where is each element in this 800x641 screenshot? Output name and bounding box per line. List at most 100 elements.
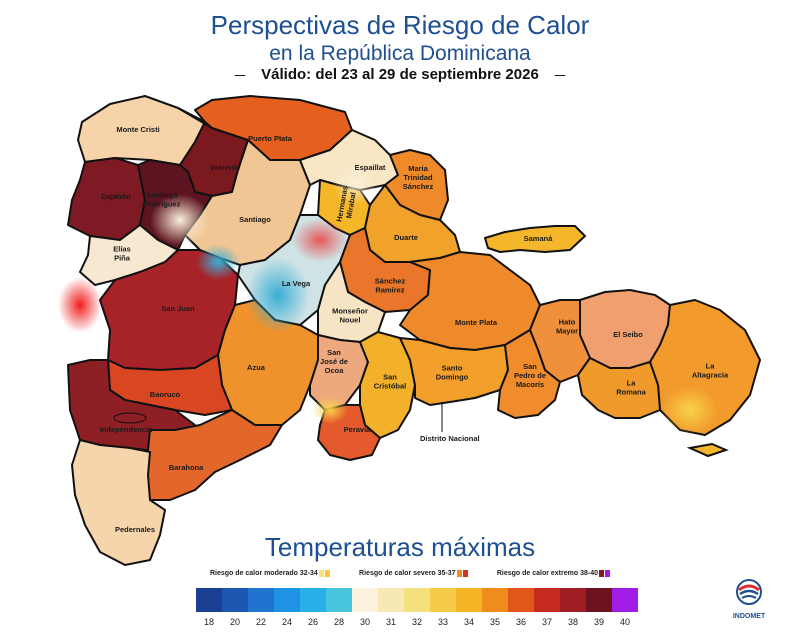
province-label-monsenor-nouel: Monseñor Nouel bbox=[332, 307, 368, 325]
province-label-line: Ocoa bbox=[325, 366, 345, 375]
scale-cell bbox=[222, 588, 248, 612]
distrito-nacional-label: Distrito Nacional bbox=[420, 434, 480, 443]
province-label-line: Puerto Plata bbox=[248, 134, 293, 143]
province-label-valverde: Valverde bbox=[210, 163, 241, 172]
province-label-baoruco: Baoruco bbox=[150, 390, 181, 399]
province-label-santiago-rodriguez: Santiago Rodríguez bbox=[144, 191, 181, 209]
scale-tick-label: 30 bbox=[359, 617, 370, 627]
scale-cell bbox=[378, 588, 404, 612]
scale-tick-label: 39 bbox=[593, 617, 604, 627]
province-label-line: Trinidad bbox=[403, 173, 433, 182]
dash-left bbox=[235, 74, 246, 76]
scale-cell bbox=[456, 588, 482, 612]
province-samana bbox=[484, 225, 586, 253]
lake-shape bbox=[113, 412, 147, 424]
risk-extreme-swatch-b bbox=[604, 570, 610, 577]
scale-tick-label: 35 bbox=[489, 617, 500, 627]
scale-tick-label: 26 bbox=[307, 617, 318, 627]
scale-cell bbox=[508, 588, 534, 612]
province-label-line: Pedro de bbox=[514, 371, 546, 380]
logo-text: INDOMET bbox=[732, 613, 766, 620]
province-label-line: Dajabón bbox=[101, 192, 131, 201]
risk-extreme-label: Riesgo de calor extremo 38-40 bbox=[496, 570, 598, 577]
province-label-line: San bbox=[383, 373, 397, 382]
province-label-santo-domingo: Santo Domingo bbox=[436, 364, 469, 382]
scale-tick-label: 38 bbox=[567, 617, 578, 627]
province-santo-domingo bbox=[399, 337, 509, 406]
saona-island-shape bbox=[686, 442, 729, 458]
province-label-line: Monseñor bbox=[332, 307, 368, 316]
province-label-espaillat: Espaillat bbox=[355, 163, 386, 172]
indomet-logo: INDOMET bbox=[727, 578, 771, 620]
risk-extreme-swatch-a bbox=[598, 570, 604, 577]
province-label-line: Rodríguez bbox=[144, 200, 181, 209]
province-label-line: La bbox=[627, 379, 637, 388]
mild-spot-blob bbox=[333, 165, 377, 205]
province-label-line: Mirabal bbox=[344, 192, 357, 219]
scale-cell bbox=[404, 588, 430, 612]
province-label-san-pedro-de-macoris: San Pedro de Macorís bbox=[514, 362, 546, 389]
hot-spot-blob bbox=[292, 218, 348, 262]
province-label-line: Mayor bbox=[556, 327, 578, 336]
province-label-line: San bbox=[327, 348, 341, 357]
valid-dates: Válido: del 23 al 29 de septiembre 2026 bbox=[0, 66, 800, 83]
province-label-line: Macorís bbox=[516, 380, 544, 389]
province-label-line: Pedernales bbox=[115, 525, 155, 534]
scale-tick-label: 40 bbox=[619, 617, 630, 627]
scale-cell bbox=[248, 588, 274, 612]
province-label-line: Sánchez bbox=[375, 277, 406, 286]
province-label-sanchez-ramirez: Sánchez Ramírez bbox=[375, 277, 406, 295]
scale-tick-label: 24 bbox=[281, 617, 292, 627]
scale-tick-label: 20 bbox=[229, 617, 240, 627]
scale-tick-label: 36 bbox=[515, 617, 526, 627]
province-label-line: Altagracia bbox=[692, 371, 729, 380]
province-label-line: Nouel bbox=[340, 316, 361, 325]
province-label-puerto-plata: Puerto Plata bbox=[248, 134, 293, 143]
cool-spot-blob bbox=[246, 257, 310, 333]
province-label-monte-cristi: Monte Cristi bbox=[116, 125, 159, 134]
province-label-independencia: Independencia bbox=[100, 425, 153, 434]
province-label-san-cristobal: San Cristóbal bbox=[374, 373, 407, 391]
province-pedernales bbox=[71, 439, 166, 566]
province-label-line: Domingo bbox=[436, 373, 469, 382]
valid-text: Válido: del 23 al 29 de septiembre 2026 bbox=[261, 66, 539, 83]
scale-cell bbox=[430, 588, 456, 612]
dash-right bbox=[554, 74, 565, 76]
province-label-line: Santo bbox=[442, 364, 463, 373]
province-label-dajabon: Dajabón bbox=[101, 192, 131, 201]
risk-severe: Riesgo de calor severo 35-37 bbox=[359, 570, 468, 577]
scale-tick-label: 31 bbox=[385, 617, 396, 627]
scale-cell bbox=[612, 588, 638, 612]
scale-cell bbox=[326, 588, 352, 612]
province-label-line: Piña bbox=[114, 254, 131, 263]
scale-cell bbox=[196, 588, 222, 612]
province-label-samana: Samaná bbox=[524, 234, 554, 243]
risk-moderate-label: Riesgo de calor moderado 32-34 bbox=[210, 570, 318, 577]
province-label-line: Ramírez bbox=[375, 286, 404, 295]
province-label-line: Azua bbox=[247, 363, 266, 372]
province-label-line: La bbox=[706, 362, 716, 371]
risk-moderate-swatch-a bbox=[318, 570, 324, 577]
risk-moderate-swatch-b bbox=[324, 570, 330, 577]
scale-tick-label: 28 bbox=[333, 617, 344, 627]
risk-severe-swatch-b bbox=[462, 570, 468, 577]
color-scale-bar bbox=[196, 588, 638, 612]
scale-cell bbox=[300, 588, 326, 612]
moderate-spot-blob bbox=[662, 386, 718, 434]
scale-tick-label: 18 bbox=[203, 617, 214, 627]
distrito-nacional-callout: Distrito Nacional bbox=[420, 402, 480, 443]
risk-severe-swatch-a bbox=[456, 570, 462, 577]
province-label-line: Independencia bbox=[100, 425, 153, 434]
province-label-line: José de bbox=[320, 357, 348, 366]
province-label-line: Espaillat bbox=[355, 163, 386, 172]
province-label-line: San bbox=[523, 362, 537, 371]
scale-tick-label: 34 bbox=[463, 617, 474, 627]
province-monte-plata bbox=[399, 251, 541, 351]
scale-cell bbox=[274, 588, 300, 612]
map-title: Perspectivas de Riesgo de Calor bbox=[210, 10, 590, 40]
mild-spot-blob bbox=[150, 194, 210, 246]
province-san-pedro-de-macoris bbox=[497, 329, 561, 419]
province-label-line: La Vega bbox=[282, 279, 311, 288]
map-subtitle: en la República Dominicana bbox=[269, 42, 531, 65]
